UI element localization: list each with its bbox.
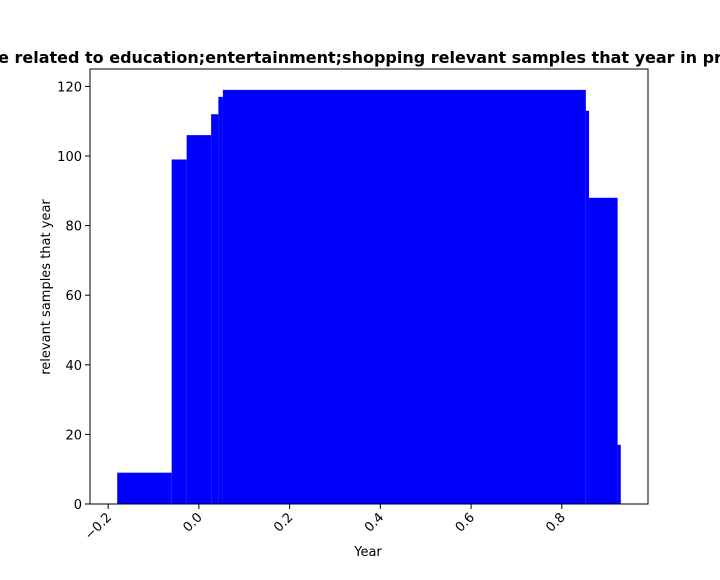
y-axis-ticks: 0 20 40 60 80 100 120 [57,80,90,513]
bar-8 [617,444,621,504]
chart-title: e related to education;entertainment;sho… [0,48,720,67]
bar-2 [186,135,212,504]
y-tick-label: 60 [65,289,82,304]
bar-1 [171,159,187,505]
bar-4 [218,96,223,504]
bar-3 [211,114,219,505]
x-axis-label: Year [353,545,382,560]
y-tick-label: 40 [65,359,82,374]
y-tick-label: 100 [57,150,82,165]
bar-6 [585,110,590,504]
bar-7 [589,197,618,504]
x-tick-label: −0.2 [82,510,115,543]
x-axis-ticks: −0.2 0.0 0.2 0.4 0.6 0.8 [82,504,569,543]
y-tick-label: 0 [74,498,82,513]
x-tick-label: 0.8 [543,510,568,535]
x-tick-label: 0.0 [180,510,205,535]
x-tick-label: 0.4 [362,510,387,535]
y-tick-label: 20 [65,428,82,443]
y-tick-label: 80 [65,220,82,235]
x-tick-label: 0.2 [271,510,296,535]
y-axis-label: relevant samples that year [39,199,54,375]
bar-5 [222,89,586,504]
y-tick-label: 120 [57,80,82,95]
bar-0 [117,472,172,504]
bars-layer [117,89,621,505]
axes-frame [89,68,649,505]
x-tick-label: 0.6 [453,510,478,535]
